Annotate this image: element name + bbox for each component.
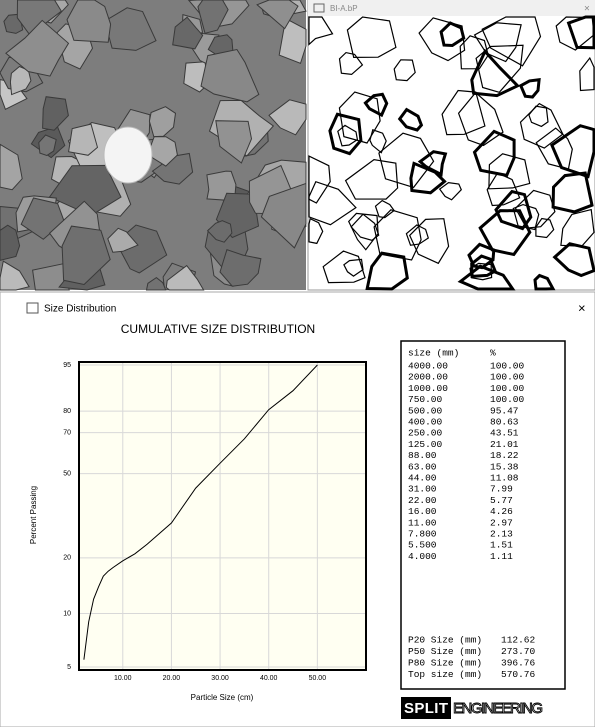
y-tick-label: 95 (63, 362, 71, 369)
summary-cell: 273.70 (501, 646, 536, 657)
table-cell: 7.99 (490, 484, 513, 495)
close-button[interactable]: × (578, 300, 586, 315)
summary-cell: P80 Size (mm) (408, 658, 482, 669)
table-cell: 100.00 (490, 394, 525, 405)
y-tick-label: 50 (63, 471, 71, 478)
window-title: BI-A.bP (330, 4, 358, 13)
table-header: % (490, 348, 496, 359)
table-cell: 1.51 (490, 540, 513, 551)
table-cell: 2.97 (490, 517, 513, 528)
y-tick-label: 70 (63, 430, 71, 437)
table-cell: 80.63 (490, 417, 519, 428)
y-tick-label: 80 (63, 408, 71, 415)
y-tick-label: 10 (63, 610, 71, 617)
table-cell: 4000.00 (408, 361, 448, 372)
y-tick-label: 20 (63, 555, 71, 562)
table-cell: 125.00 (408, 439, 443, 450)
y-tick-label: 5 (67, 664, 71, 671)
summary-cell: P50 Size (mm) (408, 646, 482, 657)
summary-cell: 396.76 (501, 658, 536, 669)
table-cell: 18.22 (490, 450, 519, 461)
close-button[interactable]: × (584, 4, 590, 15)
x-tick-label: 20.00 (163, 675, 181, 682)
table-cell: 100.00 (490, 361, 525, 372)
table-cell: 100.00 (490, 372, 525, 383)
table-cell: 250.00 (408, 428, 443, 439)
table-cell: 63.00 (408, 461, 437, 472)
table-header: size (mm) (408, 348, 459, 359)
table-cell: 88.00 (408, 450, 437, 461)
table-cell: 43.51 (490, 428, 519, 439)
table-cell: 750.00 (408, 394, 443, 405)
table-cell: 7.800 (408, 529, 437, 540)
table-cell: 400.00 (408, 417, 443, 428)
size-window: Size Distribution × CUMULATIVE SIZE DIST… (0, 292, 595, 727)
table-cell: 15.38 (490, 461, 519, 472)
table-cell: 11.08 (490, 473, 519, 484)
table-cell: 500.00 (408, 405, 443, 416)
table-cell: 21.01 (490, 439, 519, 450)
summary-cell: 570.76 (501, 669, 536, 680)
table-cell: 1000.00 (408, 383, 448, 394)
x-tick-label: 50.00 (309, 675, 327, 682)
table-cell: 16.00 (408, 506, 437, 517)
table-cell: 95.47 (490, 405, 519, 416)
y-axis-label: Percent Passing (29, 486, 38, 544)
window-title: Size Distribution (44, 304, 116, 315)
table-cell: 22.00 (408, 495, 437, 506)
summary-cell: Top size (mm) (408, 669, 482, 680)
table-cell: 4.000 (408, 551, 437, 562)
rock-photo (0, 0, 306, 290)
table-cell: 2.13 (490, 529, 513, 540)
helmet (104, 127, 152, 183)
table-cell: 100.00 (490, 383, 525, 394)
table-cell: 31.00 (408, 484, 437, 495)
table-cell: 4.26 (490, 506, 513, 517)
x-axis-label: Particle Size (cm) (191, 693, 254, 702)
logo-text: SPLIT (404, 700, 448, 717)
x-tick-label: 10.00 (114, 675, 132, 682)
logo-text: ENGINEERING (453, 700, 543, 717)
screen: BI-A.bP × Size Distribution × CUMULATIVE… (0, 0, 595, 727)
table-cell: 1.11 (490, 551, 513, 562)
summary-cell: P20 Size (mm) (408, 635, 482, 646)
table-cell: 5.77 (490, 495, 513, 506)
binary-window: BI-A.bP × (308, 0, 595, 290)
summary-cell: 112.62 (501, 635, 536, 646)
table-cell: 11.00 (408, 517, 437, 528)
x-tick-label: 30.00 (211, 675, 229, 682)
plot-area (79, 362, 366, 670)
table-cell: 5.500 (408, 540, 437, 551)
x-tick-label: 40.00 (260, 675, 278, 682)
chart-title: CUMULATIVE SIZE DISTRIBUTION (121, 322, 315, 336)
table-cell: 44.00 (408, 473, 437, 484)
table-cell: 2000.00 (408, 372, 448, 383)
